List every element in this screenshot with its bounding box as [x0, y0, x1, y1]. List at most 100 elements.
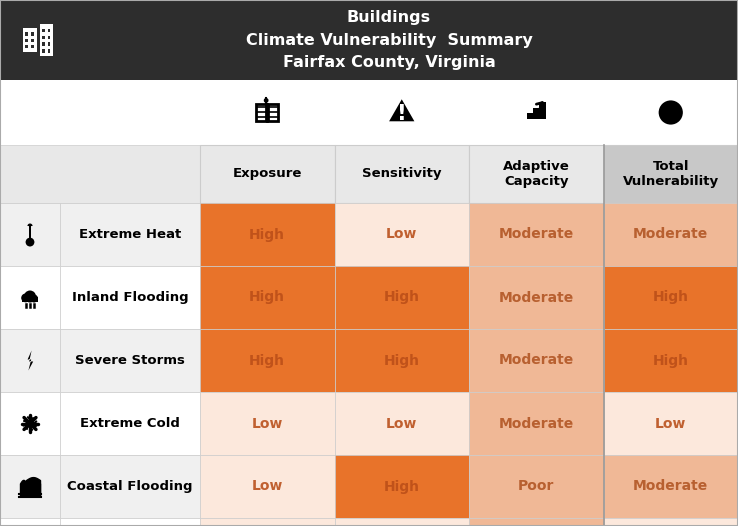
Bar [469, 266, 604, 329]
Text: High: High [384, 290, 420, 305]
Bar [527, 113, 546, 119]
Text: Low: Low [386, 228, 418, 241]
Bar [533, 108, 546, 113]
Bar [334, 518, 469, 526]
Text: Coastal Flooding: Coastal Flooding [67, 480, 193, 493]
Bar [47, 36, 50, 39]
Bar [469, 145, 604, 203]
Bar [604, 145, 738, 203]
Bar [29, 226, 31, 238]
Bar [200, 392, 334, 455]
Bar [469, 329, 604, 392]
Bar [334, 266, 469, 329]
Text: Adaptive
Capacity: Adaptive Capacity [503, 160, 570, 188]
Circle shape [658, 100, 683, 125]
Bar [334, 329, 469, 392]
Bar [539, 102, 546, 108]
Circle shape [26, 238, 35, 247]
Polygon shape [27, 350, 33, 370]
Bar [40, 24, 53, 56]
Bar [200, 329, 334, 392]
Bar [32, 33, 35, 36]
Text: Exposure: Exposure [232, 167, 302, 180]
Text: Low: Low [252, 417, 283, 430]
Text: Low: Low [386, 417, 418, 430]
Circle shape [24, 290, 36, 302]
Bar [42, 28, 45, 32]
Bar [0, 266, 60, 329]
Bar [604, 518, 738, 526]
Circle shape [263, 98, 269, 103]
Text: High: High [652, 290, 689, 305]
Bar [47, 28, 50, 32]
Bar [469, 203, 604, 266]
Bar [60, 266, 200, 329]
Text: Poor: Poor [518, 480, 554, 493]
Text: High: High [249, 228, 286, 241]
Text: Extreme Heat: Extreme Heat [79, 228, 181, 241]
Text: Low: Low [655, 417, 686, 430]
Bar [47, 49, 50, 53]
Bar [604, 203, 738, 266]
Bar [60, 518, 200, 526]
Text: High: High [249, 290, 286, 305]
Bar [60, 203, 200, 266]
Bar [0, 329, 60, 392]
Text: Moderate: Moderate [499, 290, 574, 305]
Bar [23, 28, 38, 52]
Bar [60, 329, 200, 392]
Text: Moderate: Moderate [499, 228, 574, 241]
Bar [32, 45, 35, 48]
Polygon shape [389, 99, 415, 122]
Bar [60, 392, 200, 455]
Bar [25, 33, 28, 36]
Bar [200, 455, 334, 518]
Bar [0, 203, 60, 266]
Text: !: ! [397, 104, 407, 124]
Bar [42, 49, 45, 53]
Bar [0, 518, 60, 526]
Circle shape [21, 294, 30, 302]
Bar [604, 266, 738, 329]
Bar [200, 145, 334, 203]
Bar [32, 38, 35, 42]
Text: Sensitivity: Sensitivity [362, 167, 441, 180]
Bar [0, 0, 738, 80]
Bar [60, 455, 200, 518]
Bar [0, 80, 738, 145]
Text: High: High [249, 353, 286, 368]
Bar [25, 38, 28, 42]
Text: Inland Flooding: Inland Flooding [72, 291, 188, 304]
Bar [200, 518, 334, 526]
Text: High: High [652, 353, 689, 368]
Text: Extreme Cold: Extreme Cold [80, 417, 180, 430]
Bar [0, 145, 200, 203]
Text: Moderate: Moderate [499, 417, 574, 430]
Bar [0, 455, 60, 518]
Bar [25, 45, 28, 48]
Bar [604, 392, 738, 455]
Bar [334, 455, 469, 518]
Text: Moderate: Moderate [633, 228, 708, 241]
Text: Buildings
Climate Vulnerability  Summary
Fairfax County, Virginia: Buildings Climate Vulnerability Summary … [246, 11, 532, 70]
Bar [200, 203, 334, 266]
Text: Moderate: Moderate [633, 480, 708, 493]
Circle shape [30, 295, 38, 302]
Bar [334, 203, 469, 266]
Bar [469, 392, 604, 455]
Bar [0, 392, 60, 455]
Text: High: High [384, 480, 420, 493]
Bar [469, 518, 604, 526]
Text: Severe Storms: Severe Storms [75, 354, 185, 367]
Text: Total
Vulnerability: Total Vulnerability [623, 160, 719, 188]
Text: Low: Low [252, 480, 283, 493]
Bar [604, 455, 738, 518]
Bar [334, 145, 469, 203]
Bar [469, 455, 604, 518]
Bar [604, 329, 738, 392]
Bar [42, 43, 45, 46]
Text: Moderate: Moderate [499, 353, 574, 368]
Bar [334, 392, 469, 455]
Bar [47, 43, 50, 46]
Bar [21, 297, 38, 301]
